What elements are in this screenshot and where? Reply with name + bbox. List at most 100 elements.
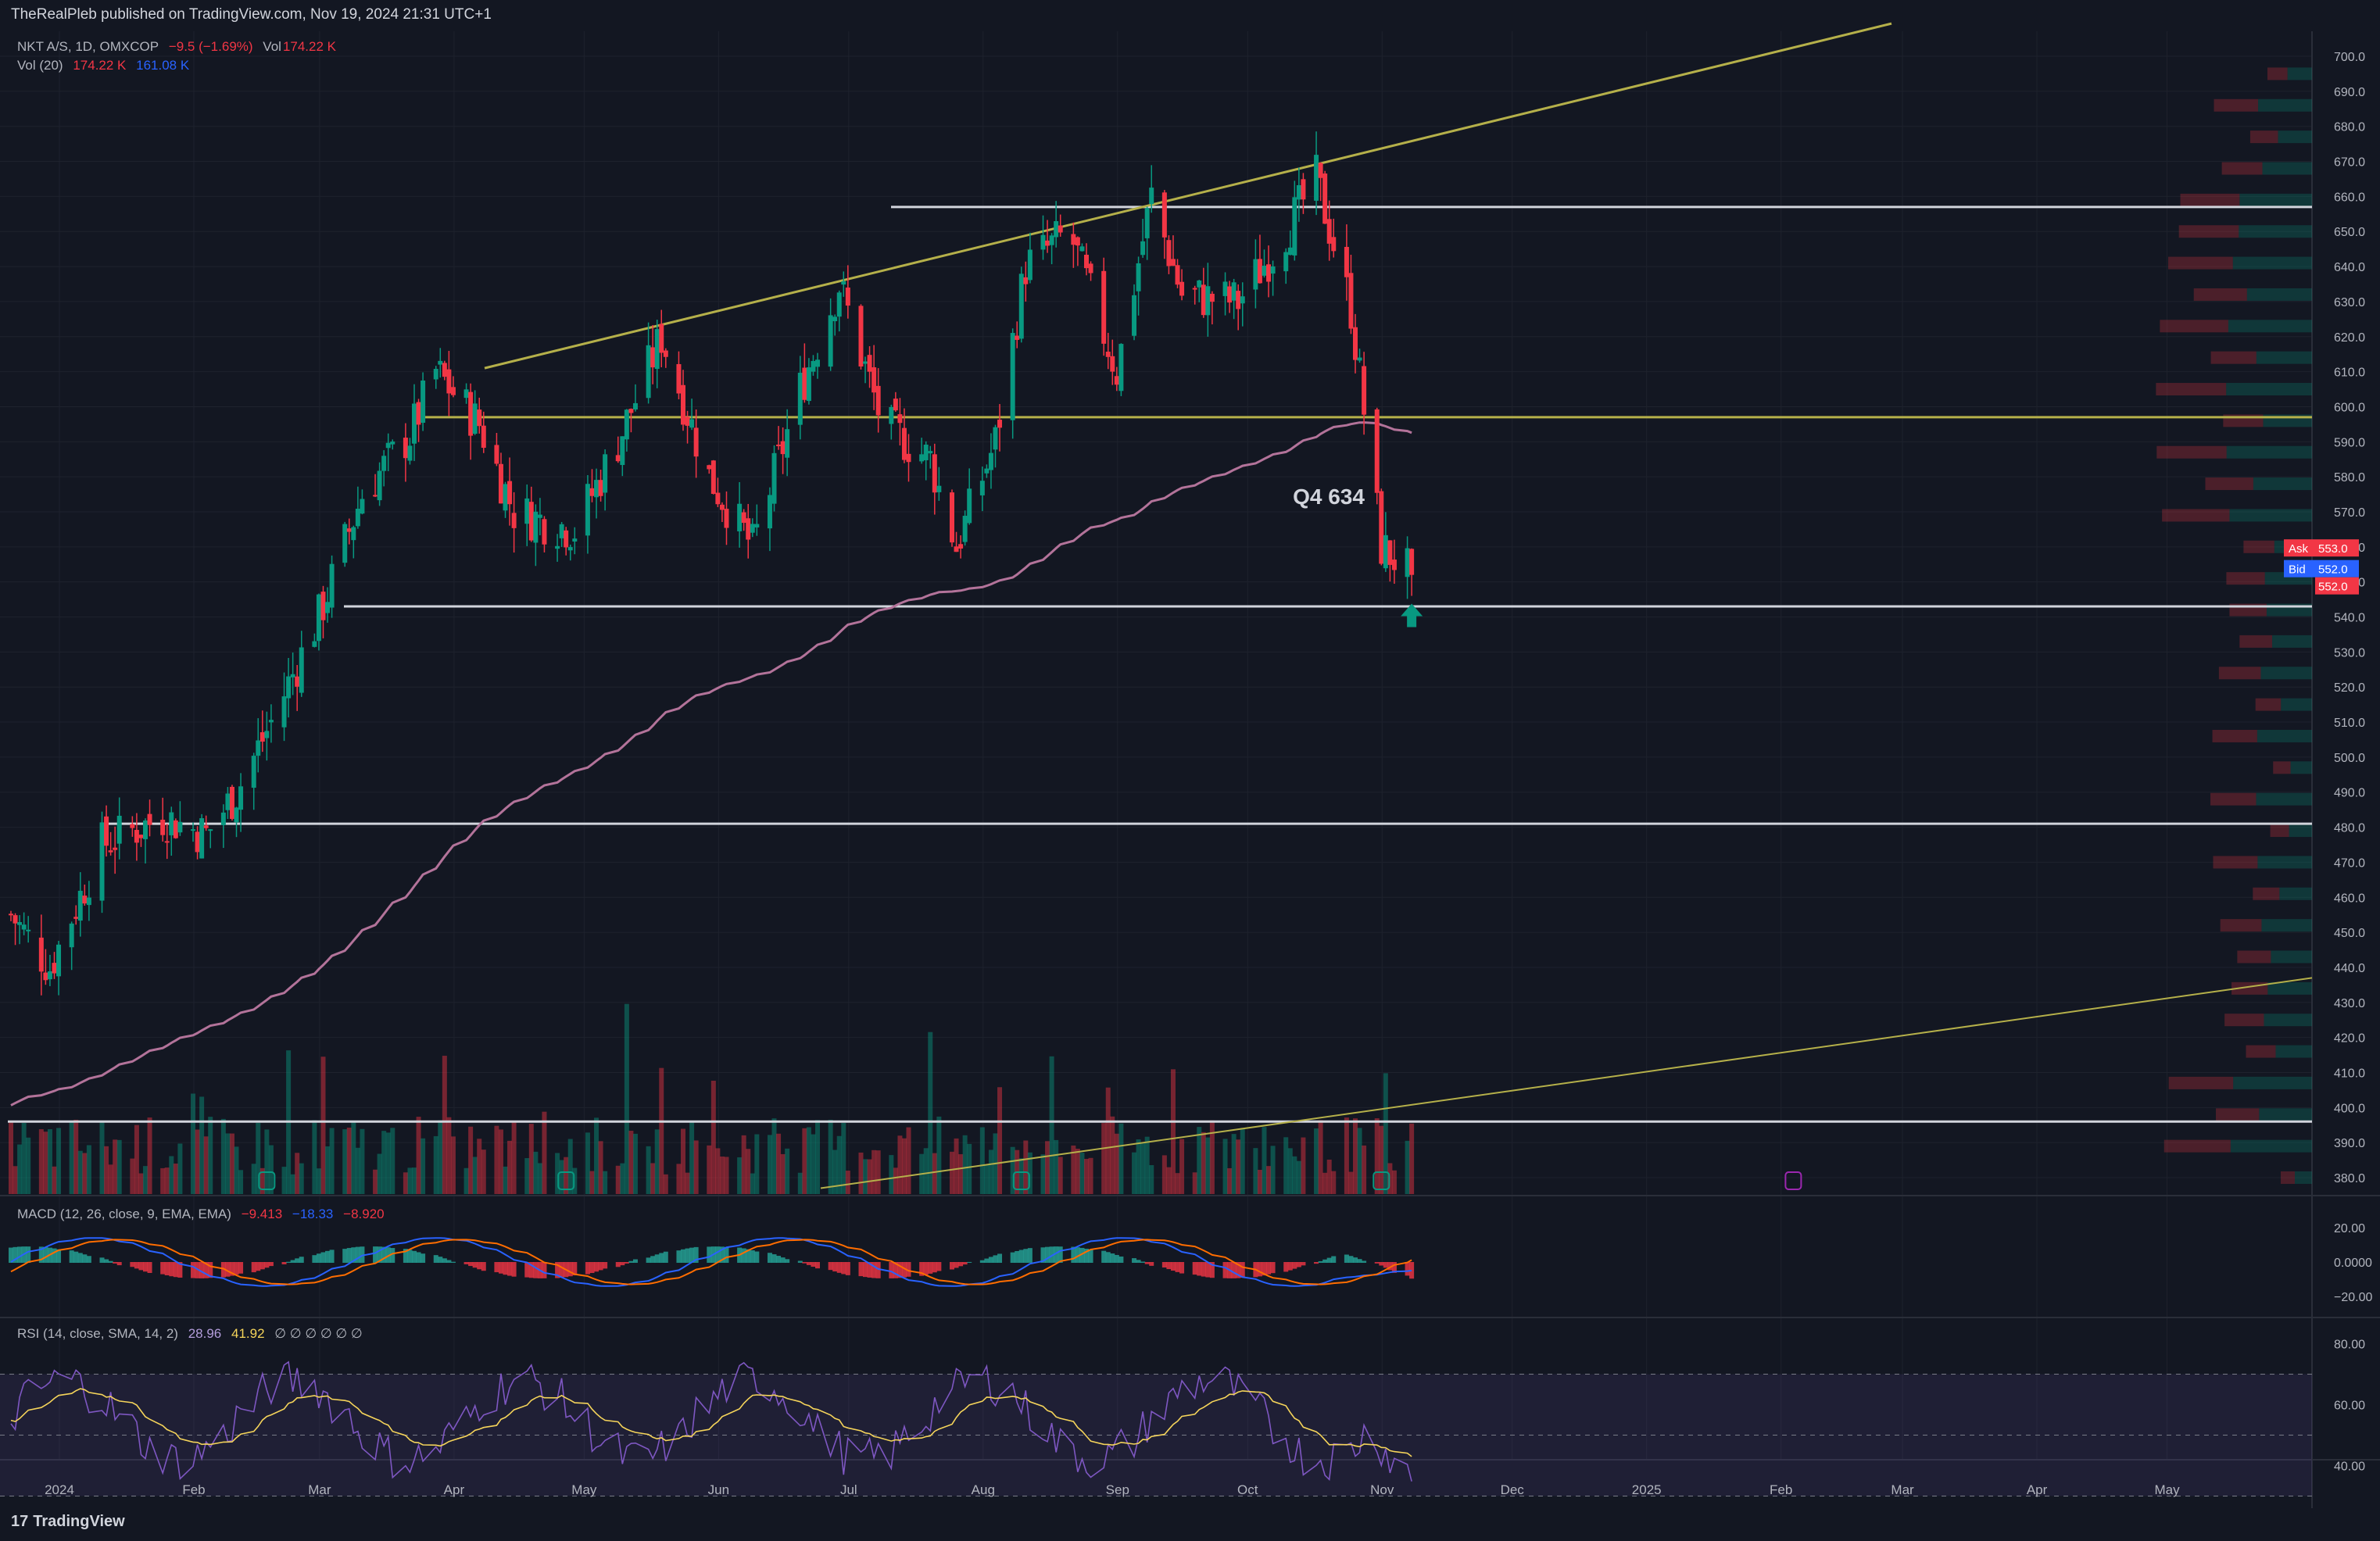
macd-hist-bar xyxy=(1283,1262,1289,1272)
macd-line xyxy=(10,1237,1412,1287)
macd-hist-bar xyxy=(1197,1262,1202,1276)
horizontal-levels[interactable] xyxy=(8,206,2312,1123)
candle-body xyxy=(1079,246,1085,252)
macd-hist-bar xyxy=(169,1262,174,1277)
volume-bar xyxy=(191,1093,196,1194)
volume-bar xyxy=(654,1129,660,1194)
candle-body xyxy=(116,815,122,844)
volume-bar xyxy=(1222,1139,1228,1194)
candle-body xyxy=(507,481,513,505)
macd-hist-bar xyxy=(797,1260,803,1263)
macd-hist-bar xyxy=(259,1262,265,1270)
macd-hist-bar xyxy=(719,1246,725,1263)
volume-bar xyxy=(251,1164,256,1194)
macd-hist-bar xyxy=(99,1257,105,1263)
vp-bar-up xyxy=(2279,887,2312,900)
volume-bar xyxy=(1318,1120,1323,1194)
candle-body xyxy=(1318,163,1323,178)
macd-hist-bar xyxy=(919,1262,925,1276)
volume-bar xyxy=(663,1174,668,1194)
vp-bar-down xyxy=(2218,667,2261,680)
volume-profile xyxy=(2156,67,2312,1184)
vol-label: Vol xyxy=(263,39,281,54)
upper-trendline xyxy=(484,22,1892,370)
macd-hist-bar xyxy=(524,1262,530,1278)
signal-line xyxy=(10,1239,1412,1285)
volume-bar xyxy=(589,1171,595,1194)
macd-hist-bar xyxy=(73,1251,79,1263)
macd-hist-bar xyxy=(572,1262,578,1276)
rsi-line xyxy=(10,1360,1412,1482)
candle-body xyxy=(169,812,174,835)
rsi-tick-label: 60.00 xyxy=(2334,1400,2365,1413)
tradingview-footer[interactable]: 17 TradingView xyxy=(11,1513,125,1531)
volume-bar xyxy=(346,1128,352,1194)
time-axis[interactable]: 2024 Feb Mar Apr May Jun Jul Aug Sep Oct Nov Dec 202… xyxy=(45,1482,2180,1497)
vp-bar-down xyxy=(2255,698,2282,711)
volume-bar xyxy=(676,1164,682,1194)
candle-body xyxy=(1322,173,1328,224)
macd-hist-bar xyxy=(1362,1260,1367,1263)
candle-body xyxy=(962,516,968,542)
macd-hist-bar xyxy=(52,1248,57,1263)
macd-hist-bar xyxy=(901,1262,907,1278)
vp-bar-down xyxy=(2213,856,2258,869)
volume-bar xyxy=(524,1157,530,1194)
candle-body xyxy=(1270,266,1276,274)
macd-hist-bar xyxy=(1045,1246,1050,1263)
vp-bar-down xyxy=(2273,761,2291,774)
macd-hist-bar xyxy=(407,1250,413,1263)
volume-bar xyxy=(116,1139,122,1194)
volume-bar xyxy=(1331,1171,1337,1194)
macd-hist-bar xyxy=(1054,1246,1059,1263)
moving-average xyxy=(10,421,1412,1107)
macd-hist-bar xyxy=(1405,1262,1410,1276)
price-axis[interactable]: 700.0 690.0 680.0 670.0 660.0 650.0 640.0 630.0… xyxy=(2284,51,2372,1474)
macd-hist-bar xyxy=(325,1250,331,1263)
vp-bar-up xyxy=(2256,792,2312,806)
vp-bar-down xyxy=(2178,225,2239,238)
volume-bar xyxy=(979,1127,985,1194)
volume-bar xyxy=(1088,1157,1093,1194)
candle-body xyxy=(1132,295,1137,336)
candle-body xyxy=(707,465,712,470)
volume-bar xyxy=(351,1122,356,1194)
macd-hist-bar xyxy=(715,1246,721,1263)
macd-hist-bar xyxy=(173,1262,178,1278)
price-tick-label: 660.0 xyxy=(2334,191,2365,204)
vp-bar-up xyxy=(2246,288,2312,301)
macd-hist-bar xyxy=(962,1262,968,1265)
volume-bar xyxy=(689,1121,695,1194)
macd-hist-bar xyxy=(377,1246,382,1263)
macd-hist-bar xyxy=(503,1262,508,1275)
macd-hist-bar xyxy=(1344,1254,1349,1263)
volume-bar xyxy=(659,1067,664,1194)
trendlines[interactable] xyxy=(484,22,2313,1189)
volume-bar xyxy=(329,1128,335,1194)
macd-hist-bar xyxy=(256,1262,261,1271)
volume-bar xyxy=(1262,1127,1267,1194)
volume-bar xyxy=(1045,1141,1050,1194)
macd-hist-bar xyxy=(1383,1262,1388,1268)
macd-hist-bar xyxy=(559,1262,564,1278)
volume-bar xyxy=(746,1149,751,1194)
volume-bar xyxy=(1301,1137,1306,1194)
vp-bar-down xyxy=(2212,729,2257,742)
volume-bar xyxy=(173,1164,178,1194)
volume-bar xyxy=(1283,1137,1289,1194)
volume-bars xyxy=(9,1003,1415,1194)
macd-hist-bar xyxy=(143,1262,148,1272)
volume-bar xyxy=(585,1132,590,1194)
volume-bar xyxy=(1197,1127,1202,1194)
volume-bar xyxy=(82,1153,88,1194)
candle-body xyxy=(1326,219,1332,244)
publisher-line: TheRealPleb published on TradingView.com… xyxy=(11,6,492,23)
macd-hist-bar xyxy=(936,1262,942,1271)
volume-bar xyxy=(26,1137,31,1194)
candle-body xyxy=(47,971,52,980)
volume-bar xyxy=(77,1150,83,1194)
volume-bar xyxy=(1201,1132,1206,1194)
candle-body xyxy=(806,367,811,402)
volume-bar xyxy=(598,1141,603,1194)
